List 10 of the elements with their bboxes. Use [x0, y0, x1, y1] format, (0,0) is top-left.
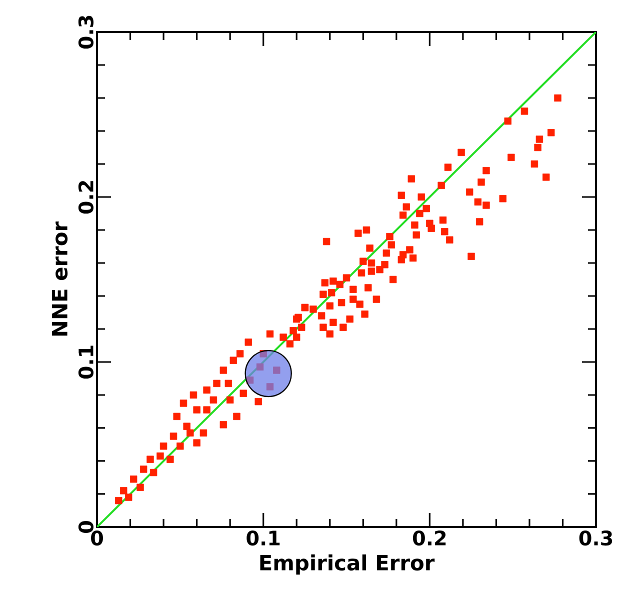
x-tick-label: 0 — [91, 530, 103, 546]
x-axis-title: Empirical Error — [260, 554, 435, 575]
y-tick-label: 0.2 — [78, 181, 94, 214]
y-tick-label: 0.3 — [78, 16, 94, 49]
y-tick-label: 0 — [78, 521, 94, 533]
y-tick-label: 0.1 — [78, 346, 94, 379]
x-tick-label: 0.3 — [579, 530, 612, 546]
y-axis-title: NNE error — [52, 222, 68, 336]
x-tick-label: 0.2 — [412, 530, 446, 546]
x-tick-label: 0.1 — [246, 530, 280, 546]
